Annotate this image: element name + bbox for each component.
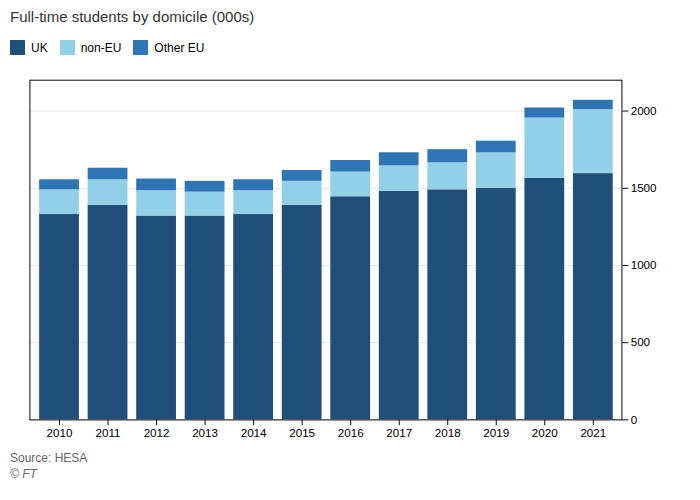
- svg-text:2012: 2012: [144, 426, 170, 439]
- svg-text:2018: 2018: [435, 426, 461, 439]
- html-text:© FT: © FT: [10, 466, 37, 481]
- html-text:Source: HESA: Source: HESA: [10, 450, 88, 465]
- svg-text:2021: 2021: [580, 426, 606, 439]
- svg-text:1000: 1000: [631, 258, 657, 271]
- svg-text:2019: 2019: [483, 426, 509, 439]
- svg-text:2017: 2017: [386, 426, 412, 439]
- svg-text:2011: 2011: [96, 426, 121, 439]
- svg-text:1500: 1500: [631, 181, 657, 194]
- html-text:non-EU: non-EU: [80, 40, 122, 55]
- svg-text:2010: 2010: [47, 426, 73, 439]
- svg-text:2020: 2020: [532, 426, 558, 439]
- svg-text:2000: 2000: [631, 104, 657, 117]
- svg-text:0: 0: [631, 413, 638, 426]
- html-text:Other EU: Other EU: [154, 40, 205, 55]
- svg-text:2015: 2015: [289, 426, 315, 439]
- html-text:Full-time students by domicile: Full-time students by domicile (000s): [10, 8, 255, 25]
- svg-text:2016: 2016: [338, 426, 364, 439]
- svg-text:2014: 2014: [241, 426, 267, 439]
- html-text:UK: UK: [31, 40, 48, 55]
- svg-text:2013: 2013: [192, 426, 218, 439]
- svg-text:500: 500: [631, 335, 651, 348]
